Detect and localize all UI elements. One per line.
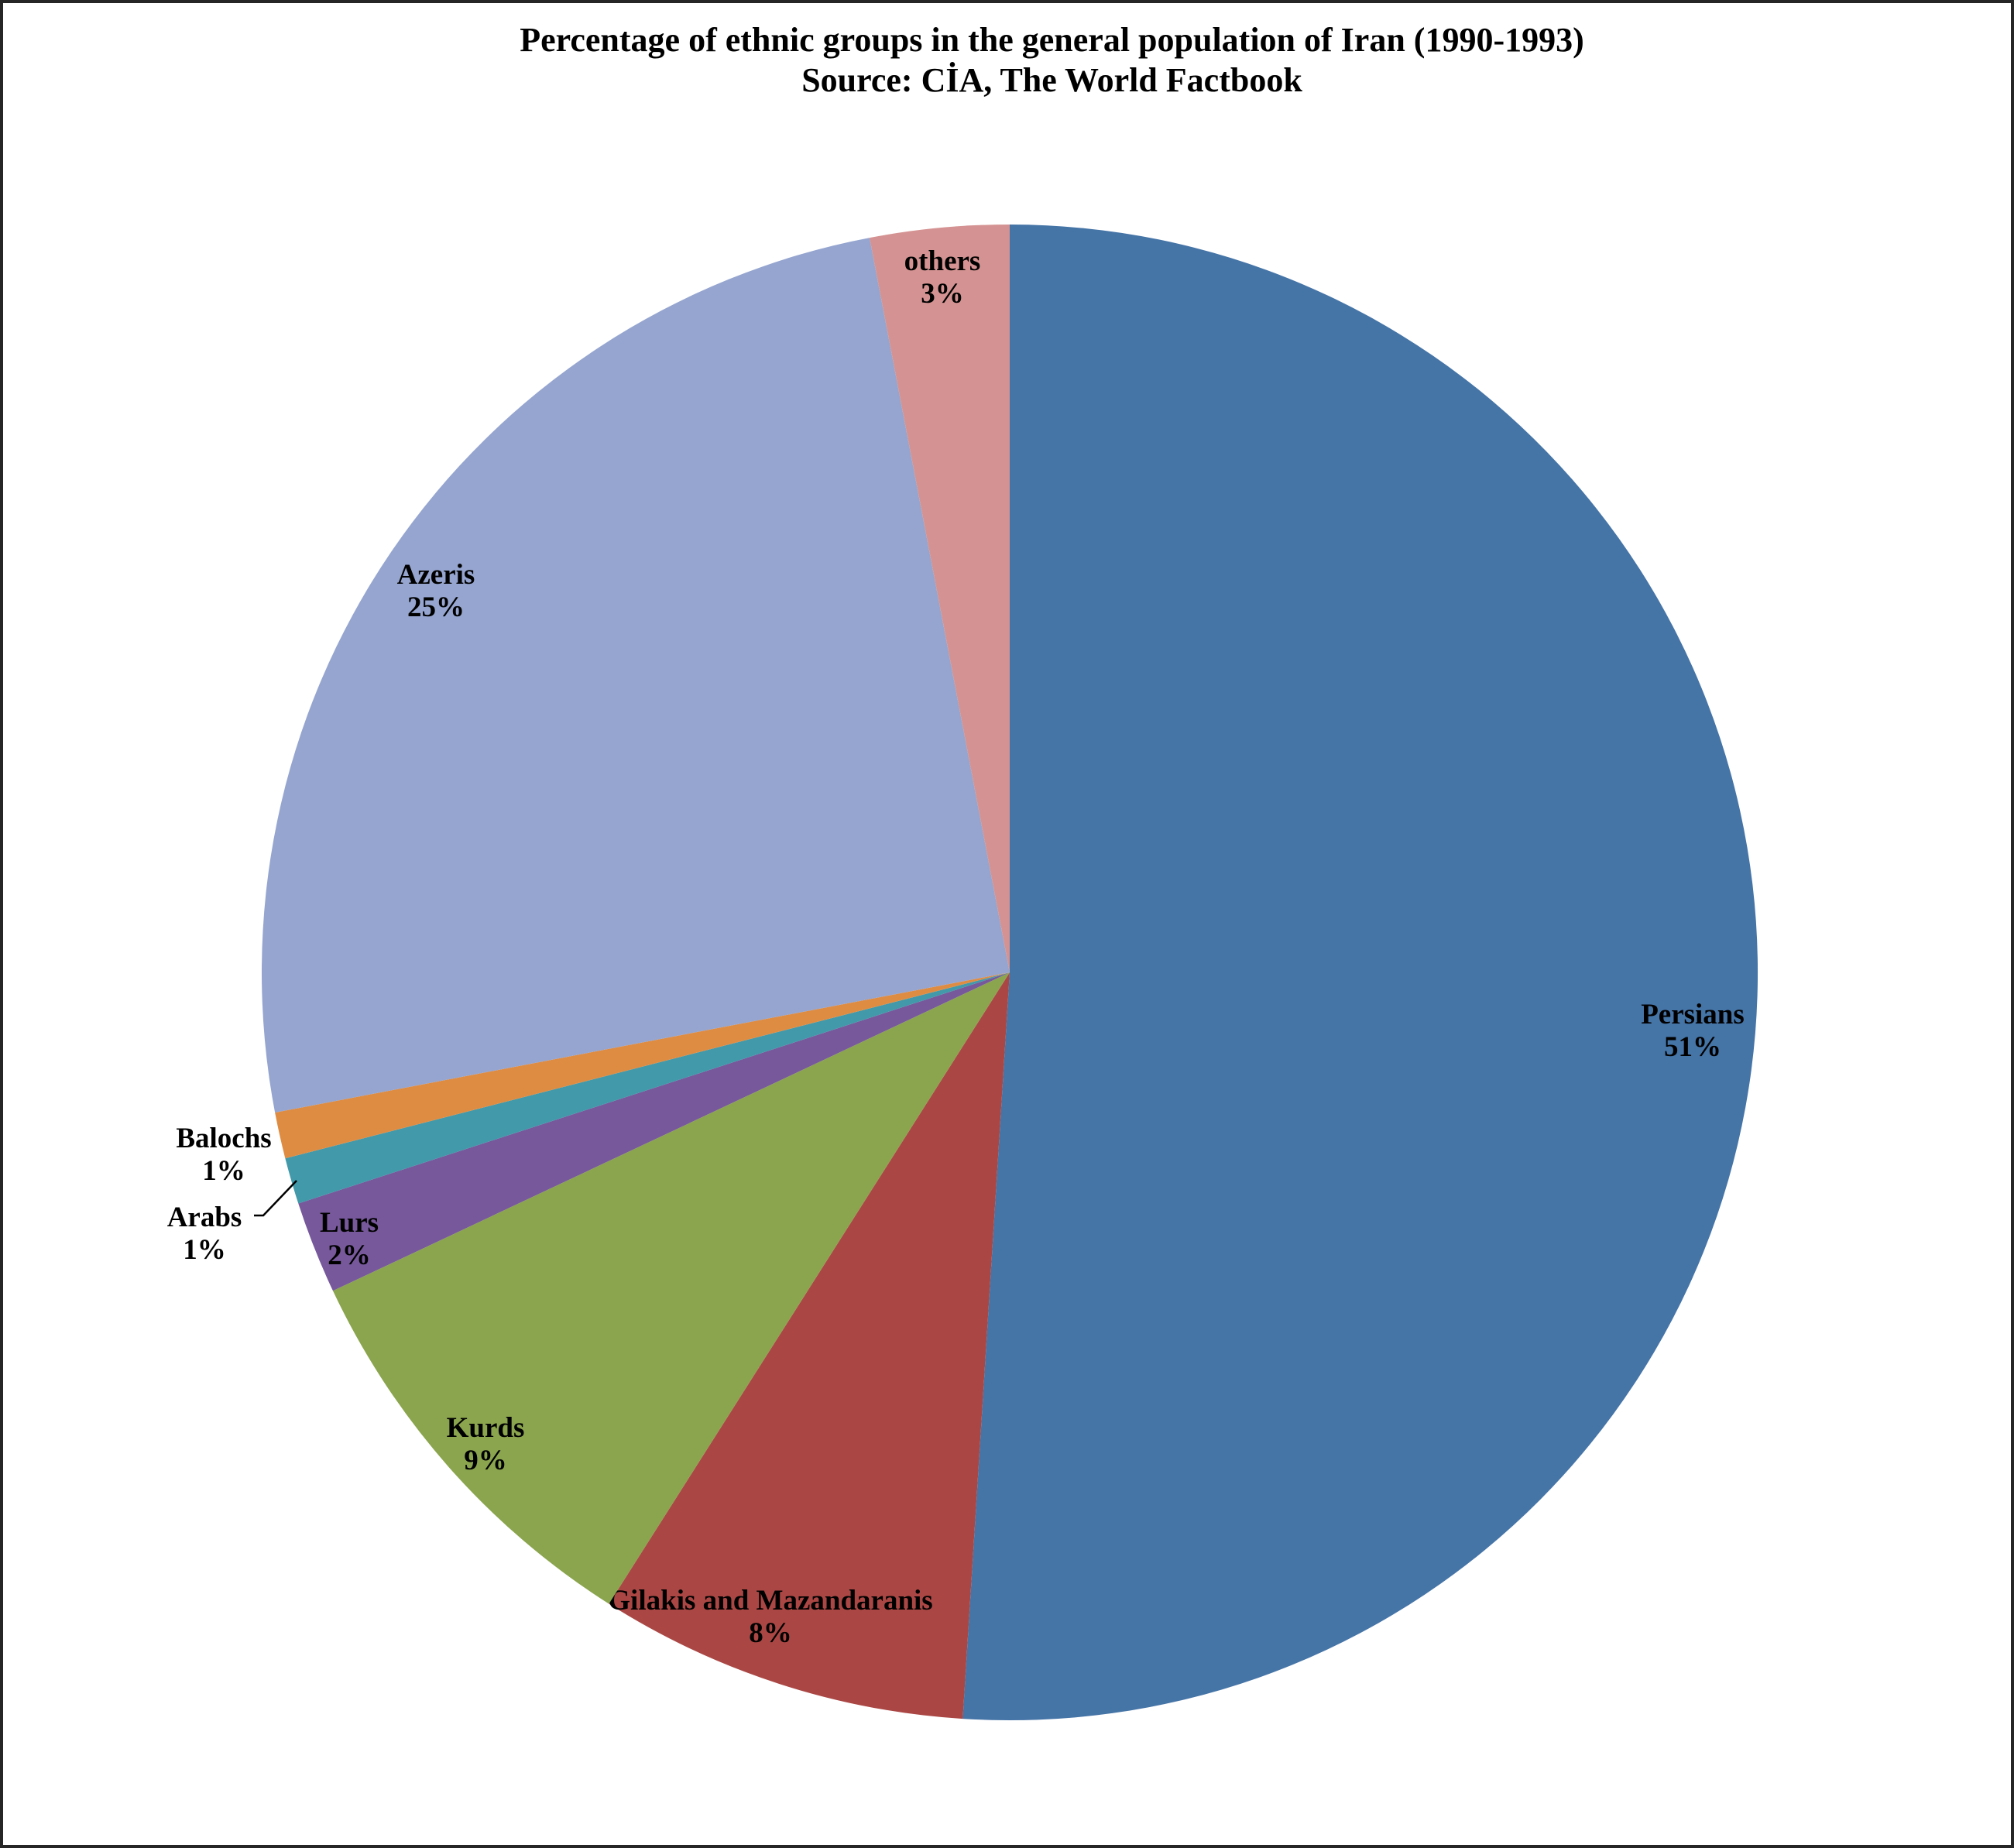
pie-slice-others [869,225,1010,972]
chart-title-block: Percentage of ethnic groups in the gener… [48,20,2011,101]
slice-label-balochs: Balochs 1% [176,1123,271,1187]
chart-title: Percentage of ethnic groups in the gener… [520,21,1584,59]
chart-subtitle: Source: CİA, The World Factbook [801,61,1302,99]
pie-slice-arabs [285,972,1010,1204]
leader-line-arabs [254,1180,297,1217]
pie-slice-persians [962,225,1758,1720]
pie-slice-lurs [298,972,1010,1291]
pie-chart: Persians 51% Gilakis and Mazandaranis 8% Kur… [167,225,1758,1720]
pie-slice-gilakis-and-mazandaranis [609,972,1010,1719]
slice-label-azeris: Azeris 25% [397,559,475,623]
pie-slice-azeris [261,238,1010,1113]
pie-slice-balochs [275,972,1010,1159]
slice-label-others: others 3% [904,245,981,310]
slice-label-lurs: Lurs 2% [320,1207,379,1271]
slice-label-gilakis-and-mazandaranis: Gilakis and Mazandaranis 8% [608,1585,932,1649]
slice-label-persians: Persians 51% [1641,999,1745,1063]
slice-label-arabs: Arabs 1% [167,1202,242,1266]
pie-slice-kurds [332,972,1010,1604]
slice-label-kurds: Kurds 9% [447,1412,525,1476]
